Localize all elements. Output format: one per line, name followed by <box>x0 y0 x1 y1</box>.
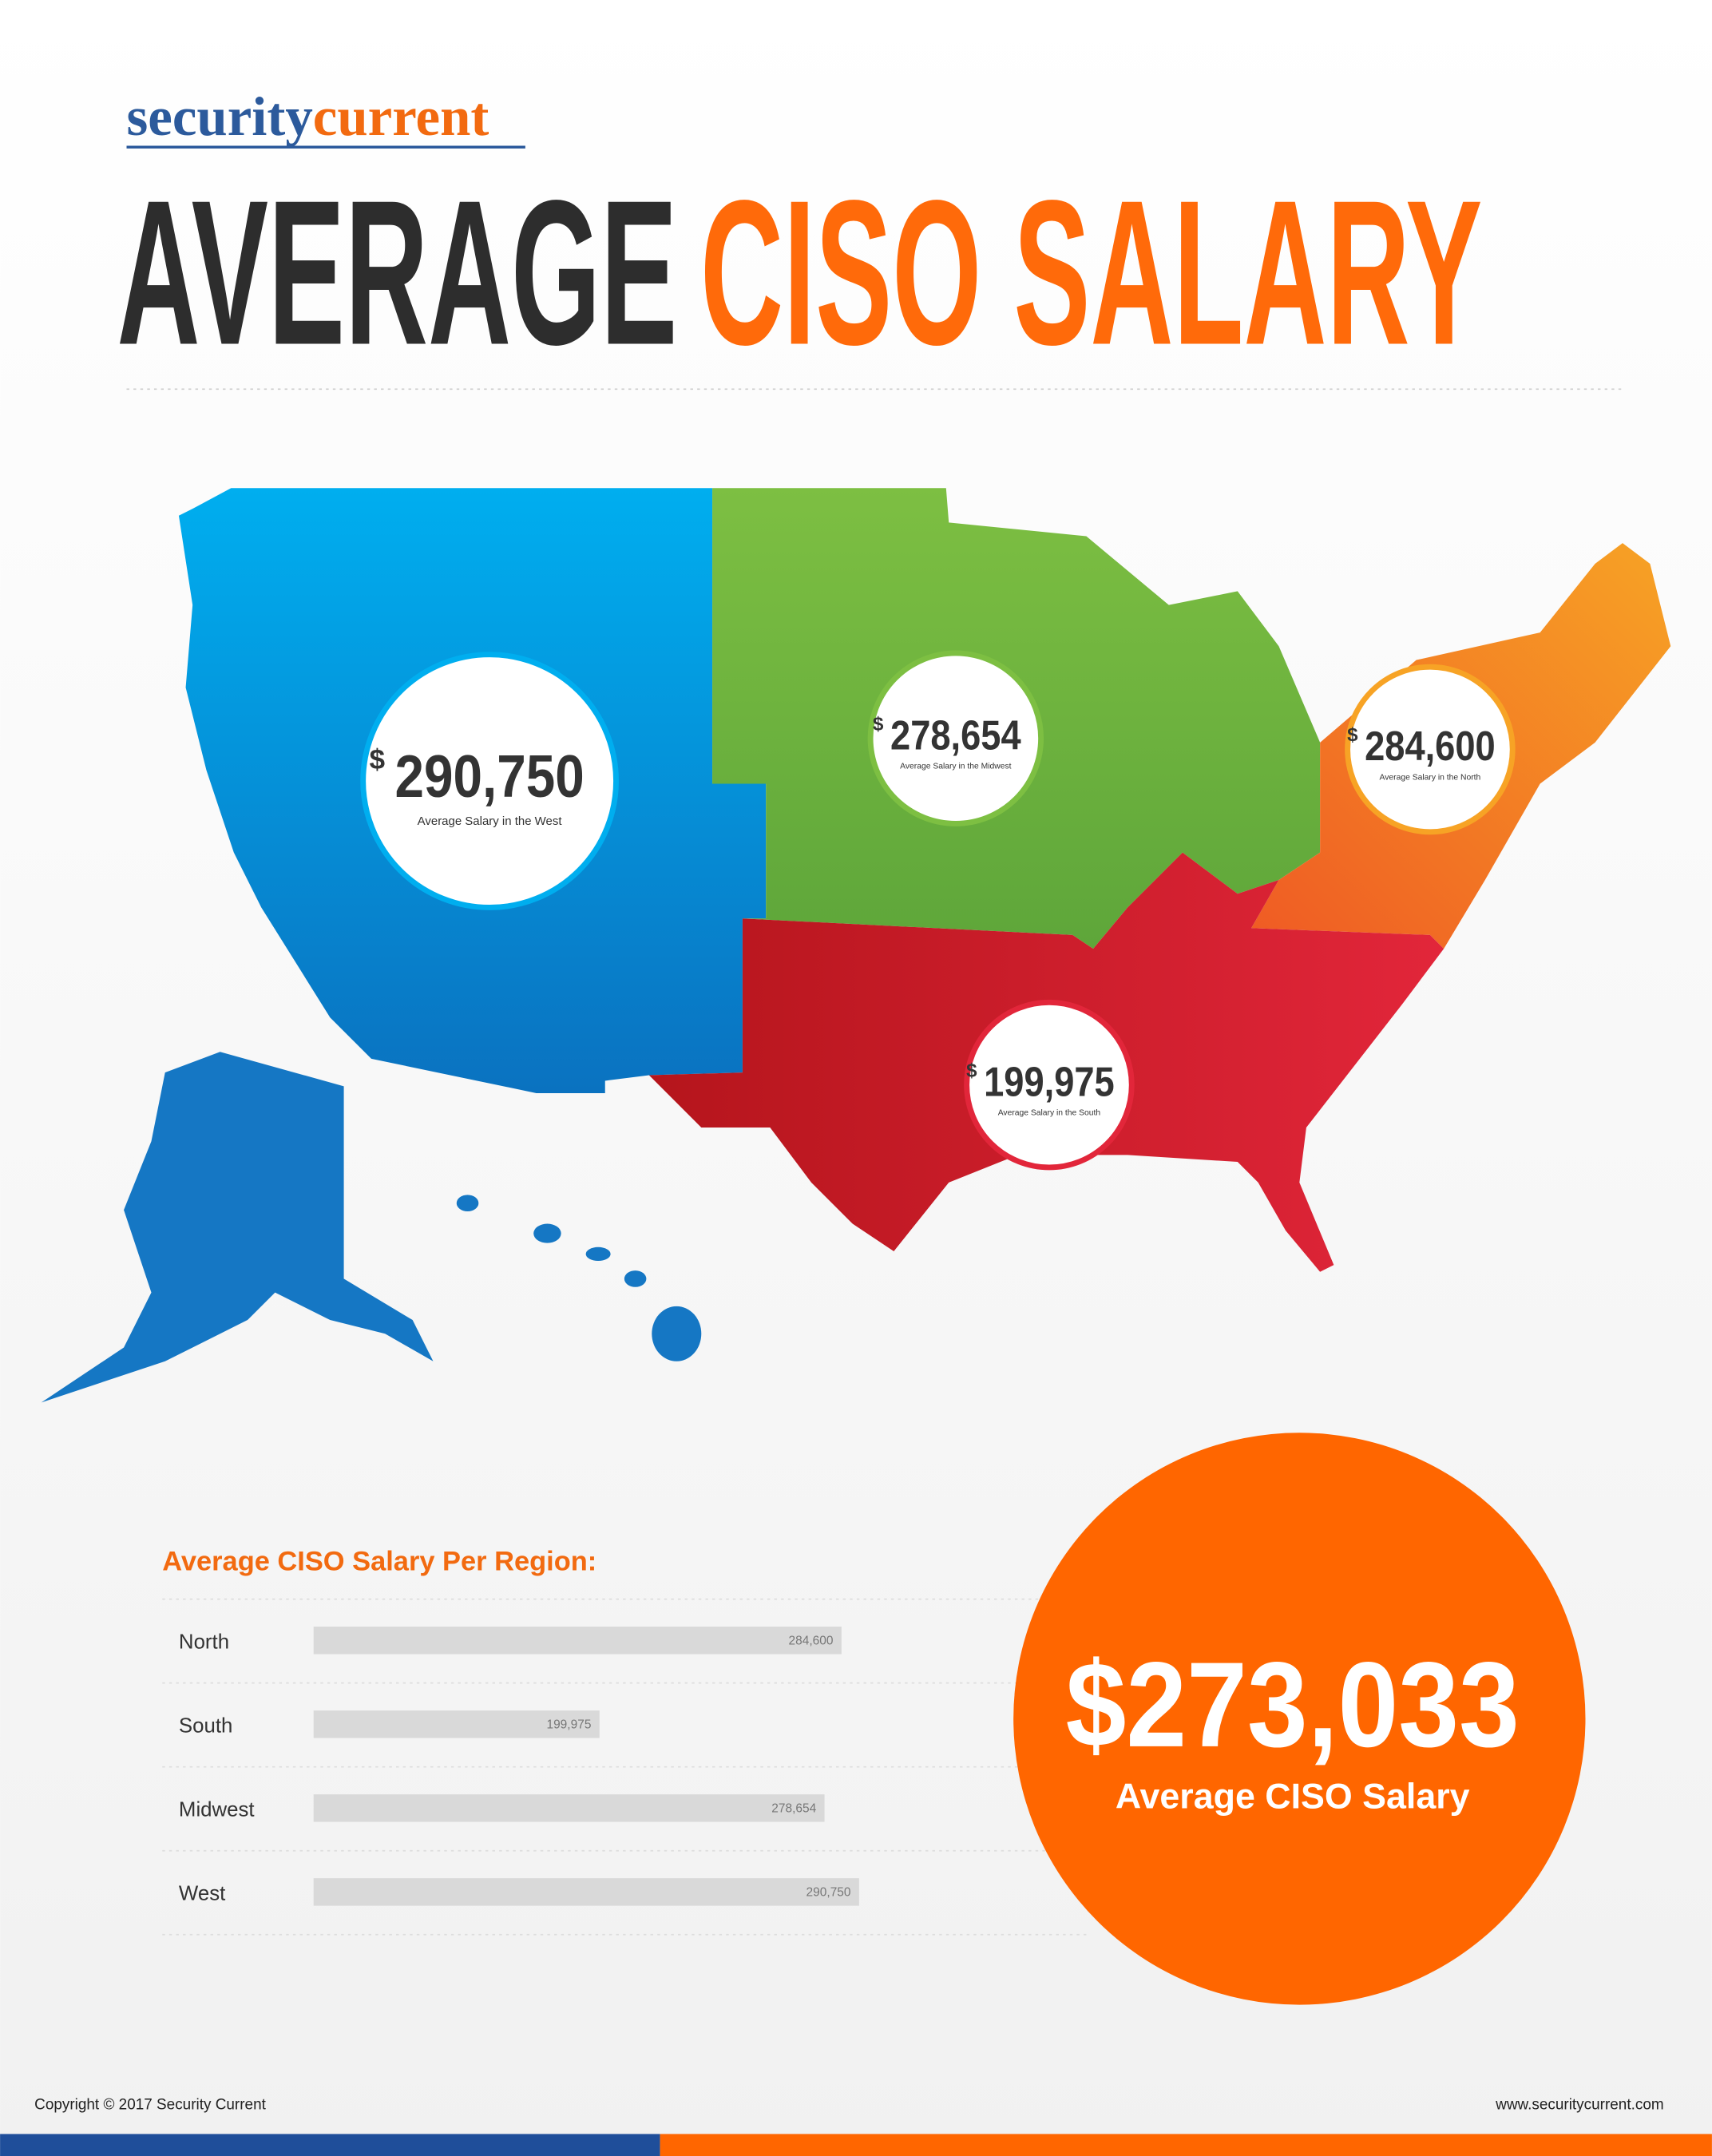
bar <box>313 1878 859 1906</box>
bar <box>313 1627 842 1655</box>
bubble-currency: $ <box>370 744 385 775</box>
bubble-caption: Average Salary in the Midwest <box>900 763 1011 771</box>
bubble-caption: Average Salary in the North <box>1380 773 1481 782</box>
footer-bar-blue <box>0 2134 660 2156</box>
bubble-amount: 290,750 <box>395 743 585 810</box>
alaska <box>41 1052 434 1403</box>
bubble-currency: $ <box>1347 724 1358 746</box>
category-label: North <box>179 1631 229 1654</box>
bubble-amount: 278,654 <box>890 711 1021 758</box>
bubble-caption: Average Salary in the West <box>418 814 563 828</box>
summary-circle <box>1013 1433 1586 2005</box>
value-label: 278,654 <box>771 1802 816 1816</box>
bubble-amount: 199,975 <box>984 1058 1115 1104</box>
bubble-currency: $ <box>966 1060 977 1081</box>
summary-caption: Average CISO Salary <box>1116 1776 1470 1816</box>
category-label: South <box>179 1715 232 1738</box>
title: AVERAGECISO SALARY <box>117 157 1482 387</box>
bar-chart: Average CISO Salary Per Region: North 284… <box>162 1546 1087 1936</box>
copyright: Copyright © 2017 Security Current <box>34 2096 266 2113</box>
bubble-caption: Average Salary in the South <box>998 1108 1101 1117</box>
region-bubbles: $290,750 Average Salary in the West $ 278,6… <box>360 650 1516 1171</box>
bar <box>313 1794 825 1822</box>
category-label: Midwest <box>179 1799 255 1821</box>
bubble-currency: $ <box>873 713 884 735</box>
bar <box>313 1710 600 1738</box>
logo: securitycurrent <box>127 86 489 147</box>
summary-amount: $273,033 <box>1066 1638 1520 1773</box>
bubble-amount: 284,600 <box>1365 723 1496 769</box>
value-label: 284,600 <box>789 1634 834 1647</box>
footer-bar-orange <box>660 2134 1712 2156</box>
value-label: 199,975 <box>546 1718 591 1731</box>
bubble <box>867 650 1044 826</box>
hawaii <box>456 1195 702 1361</box>
value-label: 290,750 <box>806 1886 851 1900</box>
footer-url: www.securitycurrent.com <box>1495 2096 1663 2113</box>
category-label: West <box>179 1883 225 1905</box>
chart-title: Average CISO Salary Per Region: <box>162 1546 596 1576</box>
bubble <box>360 652 619 910</box>
bubble <box>1345 664 1516 835</box>
bubble <box>964 999 1135 1171</box>
